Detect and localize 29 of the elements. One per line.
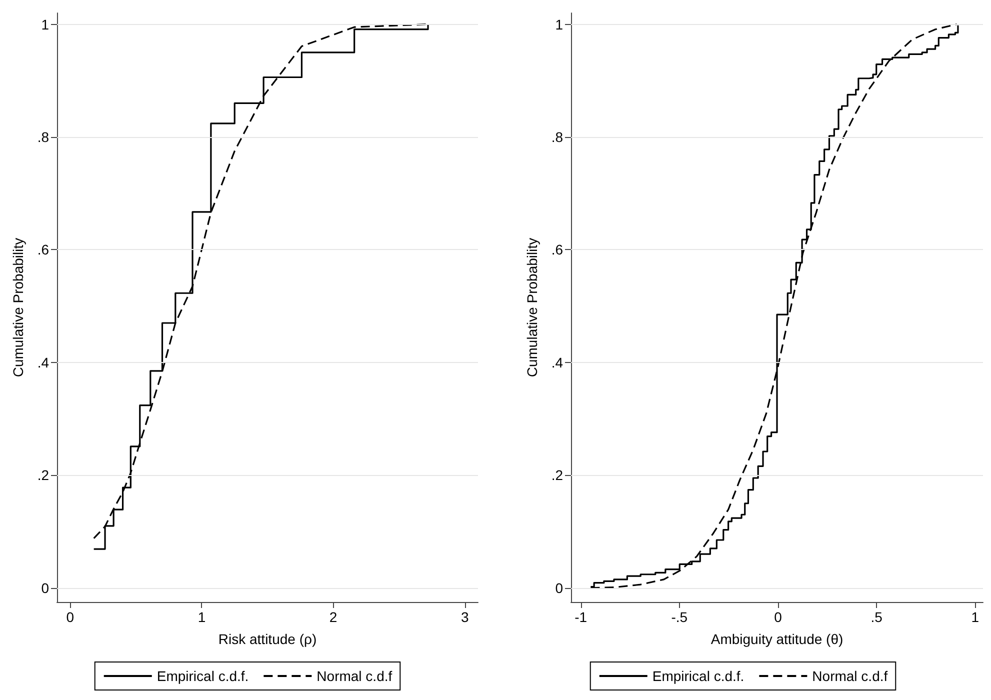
x-axis-title: Risk attitude (ρ) xyxy=(218,631,317,647)
legend-label: Empirical c.d.f. xyxy=(652,668,744,684)
x-tick-label: 0 xyxy=(774,609,782,625)
y-tick-label: 1 xyxy=(41,16,50,32)
y-tick-label: .6 xyxy=(551,242,564,258)
y-tick-label: .4 xyxy=(551,354,564,370)
legend-label: Normal c.d.f xyxy=(812,668,888,684)
x-axis-title: Ambiguity attitude (θ) xyxy=(710,631,844,647)
legend-label: Normal c.d.f xyxy=(316,668,392,684)
x-tick-label: 1 xyxy=(198,609,206,625)
y-tick-label: .8 xyxy=(551,129,564,145)
y-tick-label: 0 xyxy=(555,580,564,596)
y-tick-label: 1 xyxy=(555,16,564,32)
x-tick-label: 0 xyxy=(66,609,74,625)
x-tick-label: 3 xyxy=(460,609,469,625)
y-axis-title: Cumulative Probability xyxy=(524,238,540,378)
y-tick-label: .2 xyxy=(37,467,50,484)
x-tick-label: -.5 xyxy=(671,609,688,625)
legend-label: Empirical c.d.f. xyxy=(156,668,249,684)
y-tick-label: .4 xyxy=(37,354,50,370)
x-tick-label: .5 xyxy=(870,609,883,625)
x-tick-label: 2 xyxy=(329,609,338,625)
x-tick-label: -1 xyxy=(574,609,588,625)
y-tick-label: .6 xyxy=(37,242,50,258)
y-tick-label: .2 xyxy=(551,467,564,484)
x-tick-label: 1 xyxy=(971,609,980,625)
y-tick-label: 0 xyxy=(41,580,50,596)
y-axis-title: Cumulative Probability xyxy=(10,238,26,378)
y-tick-label: .8 xyxy=(37,129,50,145)
